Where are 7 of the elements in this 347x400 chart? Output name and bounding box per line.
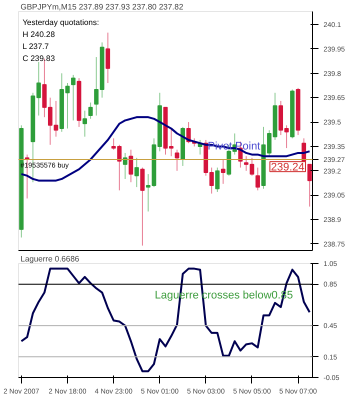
annotation: L 237.7 [22, 42, 50, 52]
annotation: H 240.28 [22, 30, 56, 40]
chart-title: GBPJPYm,M15 237.89 237.93 237.80 237.82 [20, 2, 184, 12]
chart-title: Laguerre 0.6686 [20, 254, 80, 264]
annotation: C 239.83 [22, 54, 56, 64]
annotation: 239.24 [270, 162, 305, 174]
annotation: Yesterday quotations: [22, 18, 100, 28]
